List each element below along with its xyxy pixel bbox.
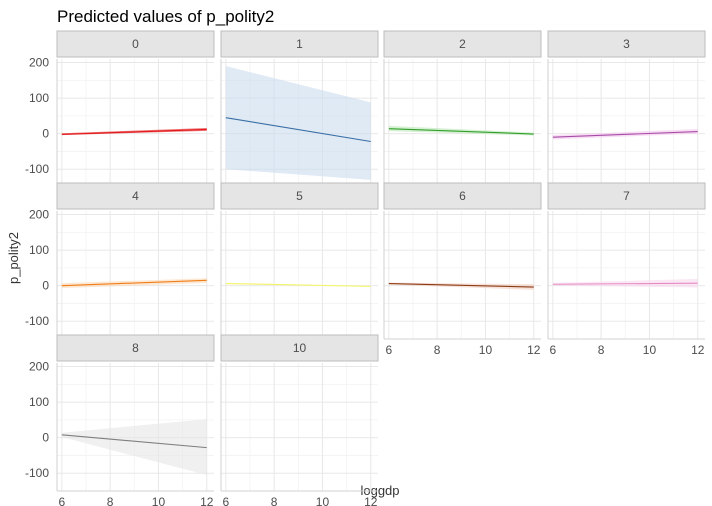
confidence-band [225,66,371,180]
x-tick-label: 6 [222,495,229,506]
facet-panel-5: 5681012 [220,182,379,357]
x-tick-label: 10 [643,343,657,357]
facet-strip-label: 6 [459,189,466,203]
y-tick-label: 0 [42,127,49,141]
prediction-line [61,128,207,135]
x-tick-label: 12 [200,495,214,506]
facet-strip [56,334,215,362]
prediction-line [61,279,207,287]
facet-strip-label: 0 [132,37,139,51]
facet-panel-1: 1681012 [220,30,379,205]
x-tick-label: 8 [434,343,441,357]
x-tick-label: 6 [385,343,392,357]
prediction-line [225,282,371,287]
facet-strip-label: 7 [623,189,630,203]
y-tick-label: 100 [29,243,49,257]
prediction-line [388,128,534,135]
facet-strip [56,182,215,210]
facet-strip [547,30,706,58]
facet-panel-7: 7 6 8 10 12 [547,182,706,357]
prediction-line [388,282,534,288]
x-tick-label: 10 [316,495,330,506]
prediction-line [61,434,207,449]
y-axis-title: p_polity2 [6,232,21,284]
x-tick-label: 10 [479,343,493,357]
facet-panel-6: 6 6 8 10 12 [383,182,542,357]
facet-strip [220,30,379,58]
facet-strip-label: 5 [296,189,303,203]
facet-strip-label: 1 [296,37,303,51]
facet-panel-10: 10 6 8 10 12 [220,334,379,506]
facet-panel-2: 2681012 [383,30,542,205]
facet-panels: 0681012-10001002001681012268101236810124… [25,30,706,506]
y-tick-label: -100 [25,162,49,176]
x-axis-title: loggdp [360,483,399,498]
facet-strip [56,30,215,58]
y-tick-label: -100 [25,314,49,328]
prediction-line [552,130,698,138]
y-tick-label: 200 [29,208,49,222]
facet-strip [383,30,542,58]
facet-strip-label: 10 [293,341,307,355]
x-tick-label: 10 [152,495,166,506]
y-tick-label: 100 [29,91,49,105]
x-tick-label: 12 [364,495,378,506]
x-tick-label: 8 [107,495,114,506]
facet-strip-label: 2 [459,37,466,51]
facet-strip [220,334,379,362]
prediction-line [552,282,698,285]
confidence-band [61,419,207,475]
x-tick-label: 6 [58,495,65,506]
x-tick-label: 6 [549,343,556,357]
facet-panel-8: 8 6 8 10 12 -100 0 100 200 [25,334,215,506]
chart-title: Predicted values of p_polity2 [57,7,274,26]
facet-strip [547,182,706,210]
y-tick-label: 0 [42,279,49,293]
x-tick-label: 12 [691,343,705,357]
y-tick-label: -100 [25,466,49,480]
x-tick-label: 8 [598,343,605,357]
facet-strip [383,182,542,210]
facet-panel-3: 3681012 [547,30,706,205]
prediction-line [225,117,371,143]
y-tick-label: 0 [42,431,49,445]
y-tick-label: 100 [29,395,49,409]
facet-strip-label: 8 [132,341,139,355]
facet-strip-label: 4 [132,189,139,203]
y-tick-label: 200 [29,360,49,374]
facet-strip-label: 3 [623,37,630,51]
y-tick-label: 200 [29,56,49,70]
x-tick-label: 12 [527,343,541,357]
facet-strip [220,182,379,210]
x-tick-label: 8 [271,495,278,506]
